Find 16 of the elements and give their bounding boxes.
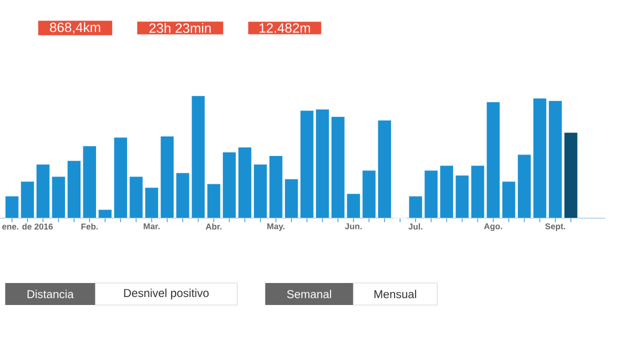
x-tick-label: Sept. (545, 223, 566, 231)
text: Mensual (374, 290, 416, 298)
text: Distancia (28, 290, 74, 298)
x-tick-label: May. (267, 223, 284, 231)
x-tick-label: Ago. (484, 223, 502, 231)
text: Desnivel positivo (124, 288, 209, 300)
text: 12.482m (260, 23, 310, 33)
x-tick-label: Jul. (408, 223, 422, 230)
x-tick-label: Jun. (344, 223, 362, 230)
text: 868,4km (50, 22, 100, 34)
x-tick-label: ene. de 2016 (2, 223, 53, 230)
x-tick-label: Feb. (81, 223, 98, 230)
text: 23h 23min (149, 23, 211, 33)
x-tick-label: Mar. (144, 223, 160, 230)
text: Semanal (287, 290, 332, 298)
x-tick-label: Abr. (206, 223, 222, 230)
